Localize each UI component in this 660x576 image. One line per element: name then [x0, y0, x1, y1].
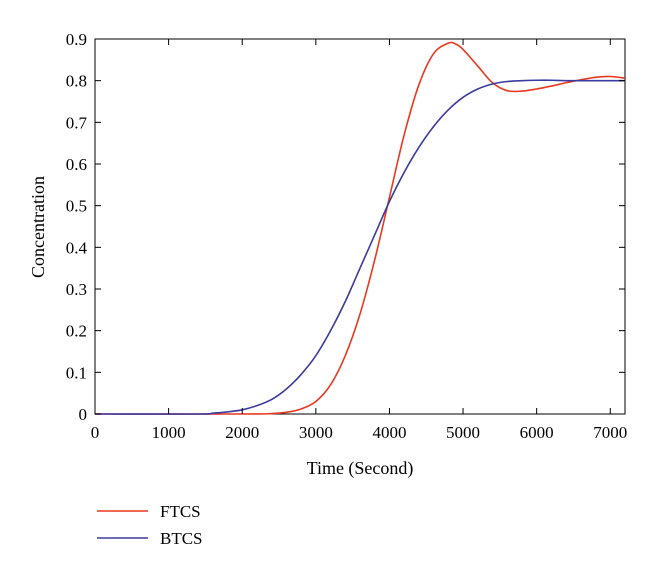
y-tick-label: 0.4: [66, 238, 88, 257]
y-tick-label: 0.8: [66, 72, 87, 91]
series-layer: [94, 41, 626, 415]
y-tick-label: 0: [79, 405, 88, 424]
plot-frame: [94, 38, 626, 415]
x-tick-label: 6000: [520, 423, 554, 442]
x-tick-label: 2000: [225, 423, 259, 442]
x-axis-label: Time (Second): [307, 458, 414, 479]
y-tick-label: 0.9: [66, 30, 87, 49]
legend-label-ftcs: FTCS: [160, 502, 201, 521]
x-tick-label: 7000: [593, 423, 627, 442]
y-tick-label: 0.6: [66, 155, 87, 174]
x-axis-ticks: 0 1000 2000 3000 4000 5000 6000 7000: [91, 39, 627, 442]
y-tick-label: 0.1: [66, 363, 87, 382]
legend: FTCS BTCS: [97, 502, 203, 548]
x-tick-label: 4000: [372, 423, 406, 442]
x-tick-label: 5000: [446, 423, 480, 442]
x-tick-label: 1000: [152, 423, 186, 442]
series-line-ftcs: [94, 41, 626, 415]
y-tick-label: 0.2: [66, 322, 87, 341]
x-tick-label: 3000: [299, 423, 333, 442]
y-tick-label: 0.5: [66, 197, 87, 216]
series-line-btcs: [94, 79, 625, 415]
y-axis-ticks: 0 0.1 0.2 0.3 0.4 0.5 0.6 0.7 0.8 0.9: [66, 30, 625, 424]
plot-area: [94, 38, 626, 415]
x-tick-label: 0: [91, 423, 100, 442]
y-tick-label: 0.7: [66, 113, 88, 132]
y-axis-label: Concentration: [28, 176, 48, 278]
y-tick-label: 0.3: [66, 280, 87, 299]
legend-label-btcs: BTCS: [160, 529, 203, 548]
